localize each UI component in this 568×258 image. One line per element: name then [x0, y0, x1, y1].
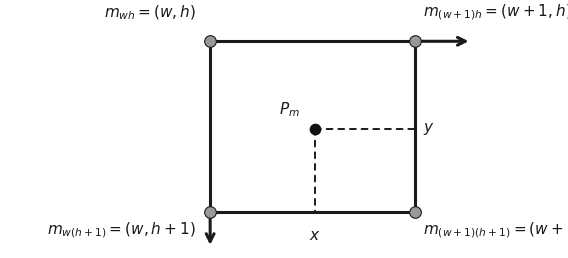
Text: $y$: $y$	[423, 121, 435, 137]
Point	[206, 209, 215, 214]
Text: $P_m$: $P_m$	[278, 100, 299, 119]
Point	[410, 209, 419, 214]
Point	[311, 127, 320, 131]
Text: $x$: $x$	[310, 228, 321, 243]
Text: $m_{(w+1)h} = (w+1, h)$: $m_{(w+1)h} = (w+1, h)$	[423, 2, 568, 22]
Text: $m_{w(h+1)} = (w, h+1)$: $m_{w(h+1)} = (w, h+1)$	[47, 221, 196, 240]
Point	[206, 39, 215, 43]
Text: $m_{wh} = (w, h)$: $m_{wh} = (w, h)$	[104, 4, 196, 22]
Text: $m_{(w+1)(h+1)} = (w+1, h+1)$: $m_{(w+1)(h+1)} = (w+1, h+1)$	[423, 221, 568, 240]
Point	[410, 39, 419, 43]
